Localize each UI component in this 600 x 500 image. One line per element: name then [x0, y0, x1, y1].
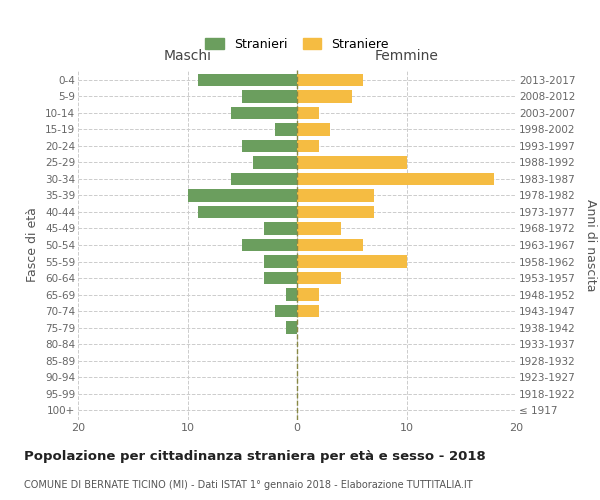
Bar — [297, 190, 374, 202]
Bar — [297, 90, 352, 102]
Bar — [232, 106, 297, 119]
Bar — [297, 222, 341, 234]
Bar — [297, 173, 494, 185]
Bar — [253, 156, 297, 168]
Legend: Stranieri, Straniere: Stranieri, Straniere — [202, 34, 392, 54]
Bar — [297, 74, 362, 86]
Bar — [199, 206, 297, 218]
Bar — [297, 106, 319, 119]
Bar — [275, 123, 297, 136]
Bar — [297, 305, 319, 317]
Bar — [297, 288, 319, 300]
Bar — [232, 173, 297, 185]
Text: Femmine: Femmine — [374, 49, 439, 63]
Bar — [275, 305, 297, 317]
Bar — [297, 239, 362, 251]
Text: Popolazione per cittadinanza straniera per età e sesso - 2018: Popolazione per cittadinanza straniera p… — [24, 450, 486, 463]
Bar — [264, 272, 297, 284]
Bar — [187, 190, 297, 202]
Bar — [286, 288, 297, 300]
Bar — [297, 140, 319, 152]
Bar — [264, 222, 297, 234]
Text: Maschi: Maschi — [163, 49, 212, 63]
Bar — [297, 256, 407, 268]
Y-axis label: Anni di nascita: Anni di nascita — [584, 198, 597, 291]
Bar — [297, 206, 374, 218]
Bar — [242, 239, 297, 251]
Bar — [297, 123, 330, 136]
Bar — [199, 74, 297, 86]
Bar — [297, 156, 407, 168]
Bar — [242, 140, 297, 152]
Bar — [286, 322, 297, 334]
Text: COMUNE DI BERNATE TICINO (MI) - Dati ISTAT 1° gennaio 2018 - Elaborazione TUTTIT: COMUNE DI BERNATE TICINO (MI) - Dati IST… — [24, 480, 473, 490]
Bar — [242, 90, 297, 102]
Bar — [264, 256, 297, 268]
Bar — [297, 272, 341, 284]
Y-axis label: Fasce di età: Fasce di età — [26, 208, 40, 282]
